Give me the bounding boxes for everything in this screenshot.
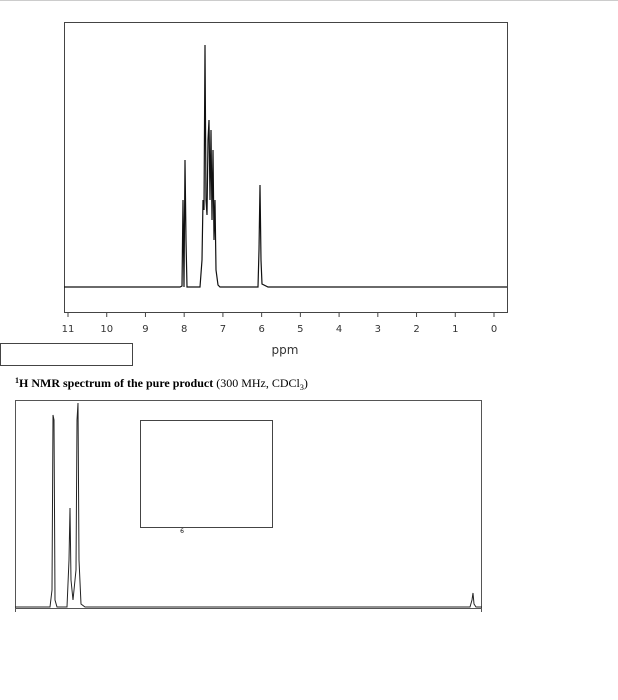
x-tick-label: 9 <box>142 324 148 335</box>
caption-bold: H NMR spectrum of the pure product <box>19 376 213 390</box>
x-tick-label: 5 <box>297 324 303 335</box>
x-tick-label: 4 <box>336 324 342 335</box>
spectrum2-frame <box>15 400 482 612</box>
x-tick-label: 0 <box>491 324 497 335</box>
x-tick-label: 11 <box>62 324 75 335</box>
x-tick-label: 8 <box>181 324 187 335</box>
x-axis-label: ppm <box>272 343 299 357</box>
x-tick-label: 6 <box>258 324 264 335</box>
x-axis: 11 10 9 8 7 6 5 4 3 2 1 0 <box>62 312 497 335</box>
x-tick-label: 1 <box>452 324 458 335</box>
caption-close: ) <box>304 376 308 390</box>
inset-label: 6 <box>180 528 184 535</box>
spectrum-trace <box>64 44 507 288</box>
inset-box <box>140 420 273 528</box>
caption-text: (300 MHz, CDCl <box>213 376 300 390</box>
caption: 1H NMR spectrum of the pure product (300… <box>15 376 308 392</box>
caption-sup: 1 <box>15 376 19 385</box>
empty-box <box>0 343 133 366</box>
caption-sub: 3 <box>300 383 304 392</box>
spectrum2-trace <box>15 402 482 608</box>
x-tick-label: 7 <box>220 324 226 335</box>
x-tick-label: 3 <box>375 324 381 335</box>
spectrum-frame <box>64 22 508 313</box>
x-tick-label: 2 <box>413 324 419 335</box>
x-tick-label: 10 <box>100 324 113 335</box>
